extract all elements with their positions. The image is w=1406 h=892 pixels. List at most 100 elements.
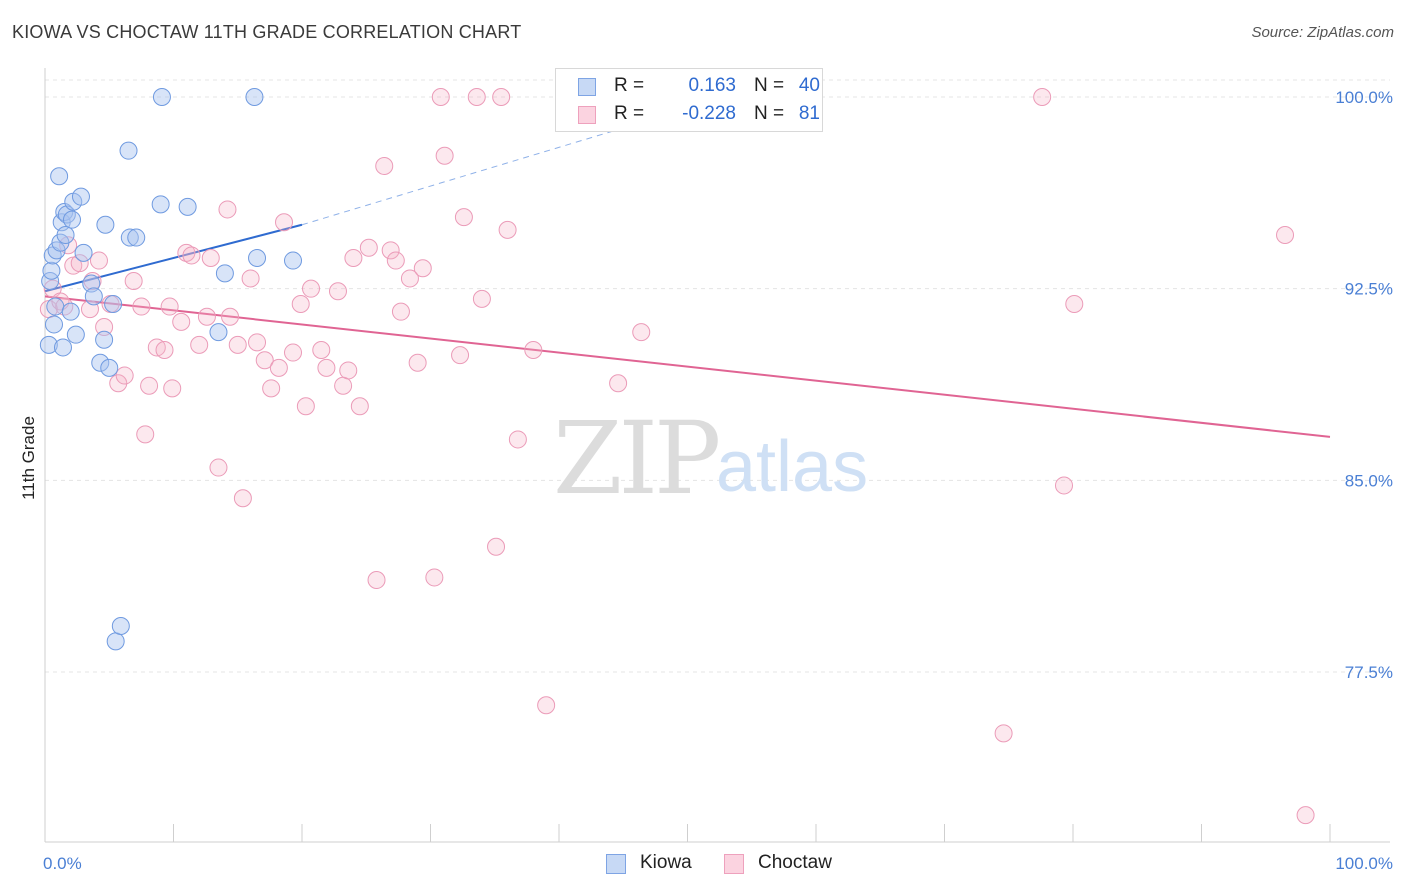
choctaw-point <box>487 537 506 556</box>
legend-n-value: 40 <box>798 75 820 96</box>
kiowa-point <box>152 88 171 106</box>
choctaw-point <box>209 458 228 477</box>
choctaw-point <box>400 269 419 288</box>
choctaw-point <box>248 333 267 352</box>
choctaw-point <box>241 269 260 288</box>
choctaw-point <box>172 312 191 331</box>
choctaw-point <box>609 374 628 393</box>
choctaw-point <box>408 353 427 372</box>
choctaw-point <box>350 397 369 416</box>
kiowa-point <box>55 203 74 221</box>
legend-n-label: N = <box>754 103 785 124</box>
choctaw-point <box>1065 295 1084 313</box>
choctaw-point <box>177 243 196 262</box>
kiowa-point <box>62 210 81 229</box>
choctaw-point <box>537 696 556 715</box>
choctaw-point <box>359 238 378 257</box>
y-tick-label: 92.5% <box>1345 280 1393 299</box>
choctaw-point <box>160 297 179 316</box>
choctaw-point <box>524 341 543 359</box>
y-tick-labels: 77.5% 85.0% 92.5% 100.0% <box>1335 88 1393 682</box>
choctaw-point <box>391 302 410 321</box>
watermark-zip: ZIP <box>553 400 718 517</box>
kiowa-point <box>74 243 93 262</box>
kiowa-point <box>50 167 69 186</box>
choctaw-point <box>124 272 143 290</box>
trend-lines <box>44 96 1331 438</box>
choctaw-point <box>472 289 491 308</box>
choctaw-point <box>109 374 128 393</box>
y-tick-label: 100.0% <box>1335 88 1393 107</box>
legend-swatch-choctaw <box>578 106 596 124</box>
choctaw-point <box>233 489 252 508</box>
choctaw-point <box>344 249 363 267</box>
choctaw-point <box>70 254 89 273</box>
choctaw-point <box>1055 476 1074 495</box>
series-swatch-choctaw <box>724 854 744 874</box>
choctaw-point <box>413 259 432 278</box>
kiowa-point <box>106 632 125 651</box>
choctaw-point <box>386 251 405 270</box>
choctaw-point <box>95 318 114 336</box>
series-swatch-kiowa <box>606 854 626 874</box>
choctaw-point <box>425 568 444 587</box>
legend-r-label: R = <box>614 103 645 124</box>
choctaw-point <box>255 351 274 370</box>
choctaw-point <box>1033 88 1052 106</box>
kiowa-point <box>127 228 146 247</box>
legend-swatch-kiowa <box>578 78 596 96</box>
kiowa-point <box>56 226 75 244</box>
choctaw-point <box>339 361 358 380</box>
choctaw-point <box>132 297 151 316</box>
kiowa-point <box>111 617 130 635</box>
choctaw-point <box>317 358 336 377</box>
legend-n-label: N = <box>754 75 785 96</box>
choctaw-point <box>1296 806 1315 825</box>
choctaw-point <box>182 246 201 265</box>
choctaw-point <box>334 376 353 395</box>
grid-lines <box>45 79 1390 673</box>
choctaw-point <box>301 279 320 298</box>
series-legend: Kiowa Choctaw <box>0 852 1406 878</box>
choctaw-point <box>312 341 331 359</box>
kiowa-point <box>71 187 90 206</box>
choctaw-point <box>284 343 303 362</box>
kiowa-point <box>39 335 58 354</box>
choctaw-point <box>367 571 386 589</box>
choctaw-point <box>228 335 247 354</box>
kiowa-point <box>96 215 115 234</box>
choctaw-point <box>155 341 174 359</box>
x-tick-labels: 0.0% 100.0% <box>43 854 1393 873</box>
source-label: Source: ZipAtlas.com <box>1251 24 1394 41</box>
kiowa-point <box>120 228 139 247</box>
kiowa-point <box>245 88 264 106</box>
kiowa-point <box>209 323 228 342</box>
kiowa-point <box>91 353 110 372</box>
legend-r-label: R = <box>614 75 645 96</box>
choctaw-point <box>508 430 527 449</box>
choctaw-point <box>136 425 155 444</box>
choctaw-trend-line <box>44 295 1331 438</box>
series-name-choctaw: Choctaw <box>758 852 832 873</box>
kiowa-point <box>66 325 85 344</box>
choctaw-point <box>296 397 315 416</box>
series-name-kiowa: Kiowa <box>640 852 692 873</box>
choctaw-point <box>201 249 220 267</box>
kiowa-point <box>61 302 80 321</box>
choctaw-point <box>115 366 134 385</box>
y-tick-label: 77.5% <box>1345 663 1393 682</box>
kiowa-point <box>42 261 61 280</box>
legend-r-value: -0.228 <box>682 103 736 124</box>
kiowa-point <box>95 330 114 349</box>
y-axis-title: 11th Grade <box>19 416 38 500</box>
choctaw-point <box>275 213 294 232</box>
watermark-atlas: atlas <box>716 427 868 507</box>
stats-legend: R = 0.163 N = 40 R = -0.228 N = 81 <box>555 68 823 132</box>
choctaw-point <box>269 358 288 377</box>
choctaw-point <box>381 241 400 260</box>
choctaw-point <box>498 220 517 239</box>
choctaw-point <box>435 146 454 165</box>
choctaw-point <box>467 88 486 106</box>
legend-r-value: 0.163 <box>688 75 736 96</box>
